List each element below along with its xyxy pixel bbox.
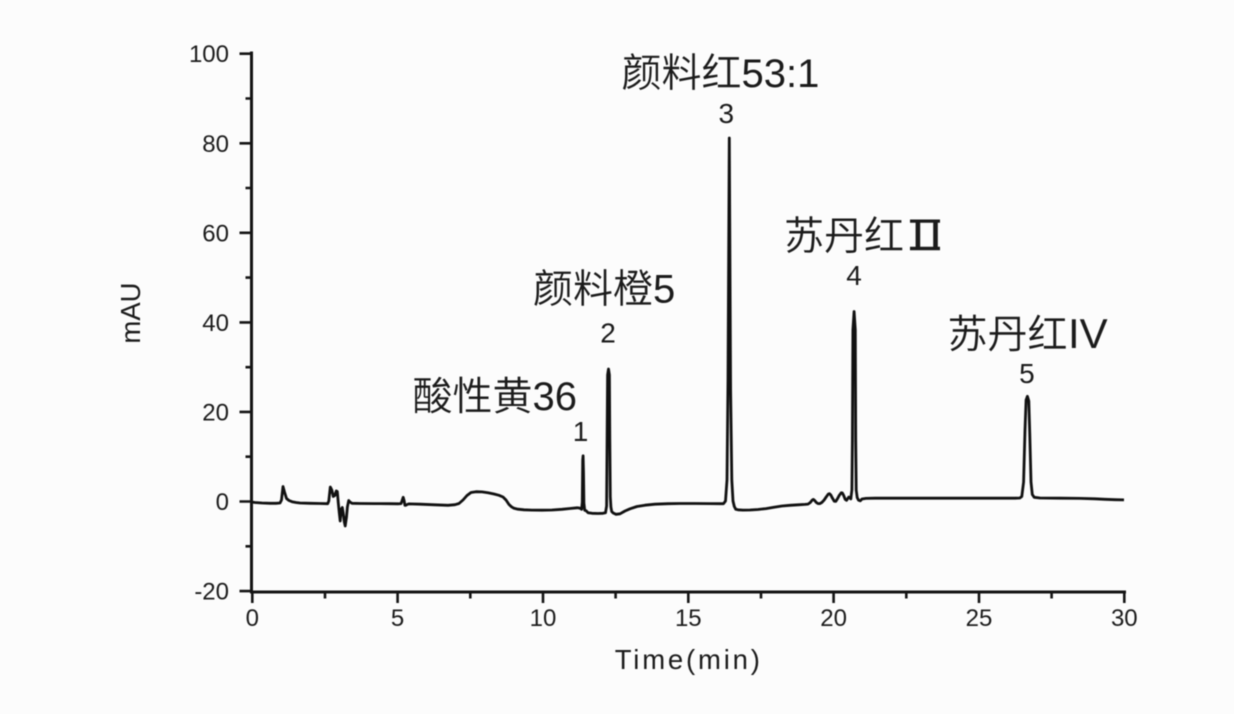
svg-text:20: 20: [202, 399, 229, 426]
svg-text:5: 5: [653, 268, 675, 312]
svg-text:-20: -20: [194, 579, 229, 606]
svg-text:60: 60: [202, 220, 229, 247]
svg-text:30: 30: [1111, 605, 1138, 632]
svg-text:5: 5: [1019, 358, 1035, 389]
svg-text:36: 36: [533, 375, 578, 419]
svg-text:5: 5: [391, 605, 404, 632]
svg-text:40: 40: [202, 310, 229, 337]
svg-text:1: 1: [573, 416, 589, 447]
svg-text:53:1: 53:1: [742, 52, 820, 96]
svg-text:10: 10: [530, 605, 557, 632]
svg-text:15: 15: [675, 605, 702, 632]
svg-text:2: 2: [600, 318, 616, 349]
svg-text:Time(min): Time(min): [615, 644, 763, 675]
svg-text:4: 4: [846, 260, 862, 291]
svg-text:100: 100: [189, 41, 229, 68]
svg-text:0: 0: [216, 489, 229, 516]
svg-text:25: 25: [966, 605, 993, 632]
svg-text:20: 20: [820, 605, 847, 632]
svg-text:0: 0: [246, 605, 259, 632]
svg-text:3: 3: [719, 98, 735, 129]
svg-text:mAU: mAU: [115, 282, 146, 343]
svg-text:80: 80: [202, 131, 229, 158]
svg-text:IV: IV: [1068, 310, 1108, 357]
